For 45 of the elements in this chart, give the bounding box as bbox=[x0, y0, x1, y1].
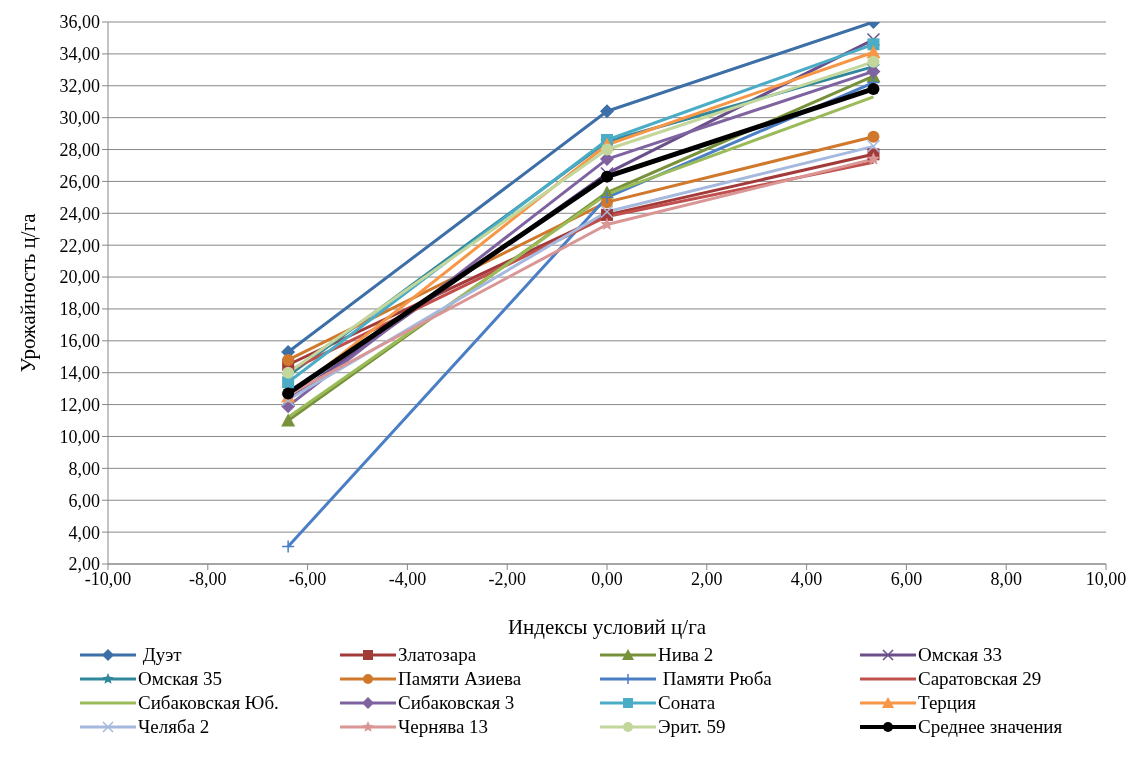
y-tick-label: 16,00 bbox=[59, 331, 100, 352]
x-tick-label: -6,00 bbox=[288, 568, 327, 589]
legend-label: Челяба 2 bbox=[138, 716, 210, 738]
legend-label: Златозара bbox=[398, 644, 477, 666]
y-tick-label: 32,00 bbox=[59, 76, 100, 97]
y-tick-label: 26,00 bbox=[59, 171, 100, 192]
legend-label: Среднее значения bbox=[918, 716, 1063, 738]
legend-label: Сибаковская 3 bbox=[398, 692, 515, 714]
y-tick-label: 18,00 bbox=[59, 299, 100, 320]
legend-label: Соната bbox=[658, 692, 716, 714]
legend-label: Саратовская 29 bbox=[918, 668, 1042, 690]
legend-label: Терция bbox=[918, 692, 976, 714]
legend-label: Нива 2 bbox=[658, 644, 714, 666]
x-tick-label: -8,00 bbox=[189, 568, 227, 589]
x-tick-label: 8,00 bbox=[990, 568, 1022, 589]
legend-label: Памяти Азиева bbox=[398, 668, 522, 690]
y-tick-label: 14,00 bbox=[59, 363, 100, 384]
x-tick-label: 10,00 bbox=[1085, 568, 1127, 589]
y-tick-label: 34,00 bbox=[59, 44, 100, 65]
x-tick-label: 6,00 bbox=[890, 568, 923, 589]
y-tick-label: 12,00 bbox=[59, 394, 100, 415]
legend-label: Чернява 13 bbox=[398, 716, 489, 738]
y-tick-label: 6,00 bbox=[68, 490, 100, 511]
y-tick-label: 4,00 bbox=[68, 522, 100, 543]
legend-label: Памяти Рюба bbox=[661, 668, 772, 690]
legend-label: Сибаковская Юб. bbox=[138, 692, 279, 714]
y-tick-label: 10,00 bbox=[59, 426, 100, 447]
legend-label: Омская 35 bbox=[138, 668, 223, 690]
y-tick-label: 20,00 bbox=[59, 267, 100, 288]
y-tick-label: 24,00 bbox=[59, 203, 100, 224]
y-tick-label: 22,00 bbox=[59, 235, 100, 256]
y-tick-label: 36,00 bbox=[59, 12, 100, 33]
y-tick-label: 28,00 bbox=[59, 139, 100, 160]
x-tick-label: -2,00 bbox=[488, 568, 526, 589]
legend-label: Эрит. 59 bbox=[658, 716, 726, 738]
x-tick-label: 2,00 bbox=[691, 568, 723, 589]
legend-label: Омская 33 bbox=[918, 644, 1003, 666]
y-tick-label: 8,00 bbox=[68, 458, 100, 479]
y-axis-title: Урожайность ц/га bbox=[16, 212, 41, 373]
x-axis-title: Индексы условий ц/га bbox=[507, 615, 707, 639]
x-tick-label: -4,00 bbox=[388, 568, 427, 589]
legend-label: Дуэт bbox=[141, 644, 182, 666]
y-tick-label: 30,00 bbox=[59, 108, 100, 129]
x-tick-label: 4,00 bbox=[790, 568, 823, 589]
x-tick-label: 0,00 bbox=[591, 568, 623, 589]
